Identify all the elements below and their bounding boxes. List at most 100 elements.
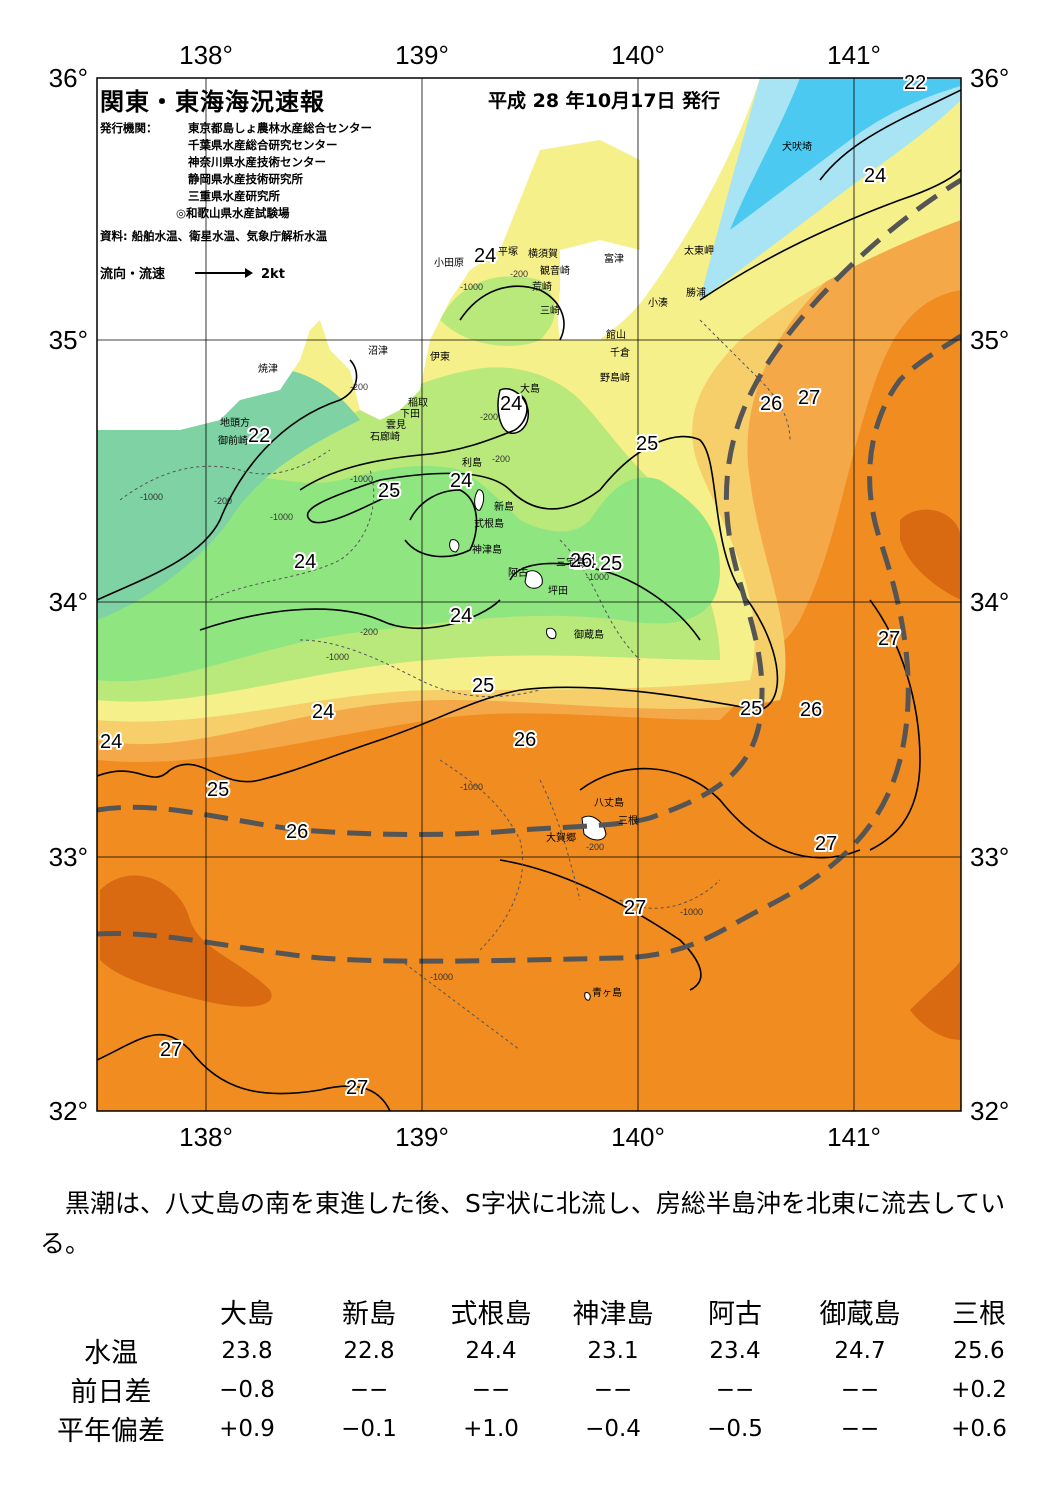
agency-item: ◎和歌山県水産試験場	[176, 206, 290, 220]
table-cell: +1.0	[463, 1415, 519, 1442]
lon-label-bottom: 138°	[179, 1122, 233, 1152]
table-cell: −−	[471, 1376, 511, 1403]
table-cell: −0.4	[585, 1415, 641, 1442]
place-label: 新島	[494, 500, 514, 513]
isotherm-label: 26	[570, 550, 592, 572]
station-header: 三根	[952, 1299, 1006, 1330]
table-row: 前日差 −0.8 −− −− −− −− −− +0.2	[36, 1370, 1034, 1409]
isotherm-label: 25	[378, 480, 400, 502]
station-header: 神津島	[572, 1299, 654, 1330]
isotherm-label: 27	[160, 1039, 182, 1061]
place-label: 三崎	[540, 304, 560, 317]
isotherm-label: 27	[624, 897, 646, 919]
station-header: 阿古	[708, 1299, 762, 1330]
temperature-field	[97, 78, 961, 1111]
isotherm-label: 25	[740, 698, 762, 720]
isotherm-label: 24	[500, 393, 522, 415]
table-cell: −0.1	[341, 1415, 397, 1442]
lon-label-top: 140°	[611, 40, 665, 70]
isotherms	[97, 89, 961, 1111]
table-cell: 23.8	[221, 1337, 273, 1364]
isotherm-label: 25	[207, 779, 229, 801]
row-label: 前日差	[70, 1377, 152, 1408]
summary-text: 黒潮は、八丈島の南を東進した後、S字状に北流し、房総半島沖を北東に流去している。	[40, 1189, 1006, 1258]
place-label: 犬吠埼	[782, 140, 812, 153]
svg-text:-1000: -1000	[460, 782, 483, 792]
table-cell: 22.8	[343, 1337, 395, 1364]
place-label: 八丈島	[594, 796, 624, 809]
isotherm-label: 24	[864, 165, 886, 187]
lat-label-right: 32°	[970, 1096, 1009, 1126]
svg-text:-1000: -1000	[460, 282, 483, 292]
island-hachijojima	[581, 815, 607, 841]
isotherm-label: 27	[878, 628, 900, 650]
svg-text:-1000: -1000	[680, 907, 703, 917]
station-temperature-table: 大島 新島 式根島 神津島 阿古 御蔵島 三根 水温 23.8 22.8 24.…	[36, 1292, 1034, 1448]
isotherm-label: 25	[600, 553, 622, 575]
place-label: 大島	[520, 382, 540, 395]
place-label: 焼津	[258, 363, 278, 375]
svg-text:-1000: -1000	[430, 972, 453, 982]
isotherm-label: 27	[815, 833, 837, 855]
lon-label-bottom: 140°	[611, 1122, 665, 1152]
station-header: 新島	[342, 1299, 396, 1330]
place-label: 下田	[400, 409, 420, 420]
table-cell: −−	[349, 1376, 389, 1403]
isotherm-label: 24	[574, 551, 596, 573]
svg-text:-200: -200	[360, 627, 378, 637]
flow-legend-scale: 2kt	[261, 267, 285, 282]
place-label: 観音崎	[540, 264, 570, 277]
svg-text:-200: -200	[480, 412, 498, 422]
lon-label-top: 141°	[827, 40, 881, 70]
arrow-right-icon	[195, 267, 254, 278]
place-label: 勝浦	[686, 286, 706, 299]
map-frame	[96, 77, 962, 1112]
flow-legend-label: 流向・流速	[100, 267, 166, 282]
zone-22	[97, 367, 360, 620]
map-canvas: 138° 139° 140° 141° 138° 139° 140° 141° …	[49, 40, 1010, 1152]
svg-text:-1000: -1000	[140, 492, 163, 502]
lat-label-right: 34°	[970, 587, 1009, 617]
isotherm-label: 24	[294, 551, 316, 573]
isotherm-label: 27	[346, 1077, 368, 1099]
place-label: 御蔵島	[574, 628, 604, 641]
svg-text:-200: -200	[492, 454, 510, 464]
place-label: 石廊崎	[370, 430, 400, 443]
place-label: 沼津	[368, 344, 388, 357]
table-header-row: 大島 新島 式根島 神津島 阿古 御蔵島 三根	[36, 1292, 1034, 1331]
place-label: 千倉	[610, 346, 630, 359]
isotherm-label: 26	[800, 699, 822, 721]
lon-label-top: 138°	[179, 40, 233, 70]
row-label: 水温	[84, 1338, 138, 1369]
map-title: 関東・東海海況速報	[100, 88, 325, 116]
isotherm-label: 24	[450, 470, 472, 492]
isotherm-label: 27	[798, 387, 820, 409]
isotherm-label: 26	[514, 729, 536, 751]
island-oshima	[497, 388, 529, 434]
lon-label-top: 139°	[395, 40, 449, 70]
lat-label-right: 33°	[970, 842, 1009, 872]
isotherm-label: 22	[248, 425, 270, 447]
svg-text:-200: -200	[214, 496, 232, 506]
isotherm-label: 25	[636, 433, 658, 455]
table-row: 水温 23.8 22.8 24.4 23.1 23.4 24.7 25.6	[36, 1331, 1034, 1370]
isotherm-label: 25	[472, 675, 494, 697]
place-label: 稲取	[408, 397, 428, 409]
lat-label-right: 36°	[970, 63, 1009, 93]
isotherm-label: 22	[904, 72, 926, 94]
flow-legend: 流向・流速 2kt	[100, 263, 285, 282]
lat-label-right: 35°	[970, 325, 1009, 355]
place-label: 富津	[604, 252, 624, 265]
zone-23	[97, 465, 720, 682]
agency-item: 神奈川県水産技術センター	[188, 155, 326, 169]
place-label: 式根島	[474, 517, 504, 530]
place-label: 大賀郷	[546, 831, 576, 844]
place-label: 荒崎	[532, 280, 552, 293]
svg-text:-1000: -1000	[326, 652, 349, 662]
row-label: 平年偏差	[57, 1416, 165, 1447]
table-cell: +0.2	[951, 1376, 1007, 1403]
lat-label-left: 36°	[49, 63, 88, 93]
depth-labels: -200 -1000 -200 -1000 -200 -1000 -200 -1…	[140, 269, 703, 982]
place-label: 神津島	[472, 543, 502, 556]
place-label: 太東岬	[684, 244, 714, 257]
